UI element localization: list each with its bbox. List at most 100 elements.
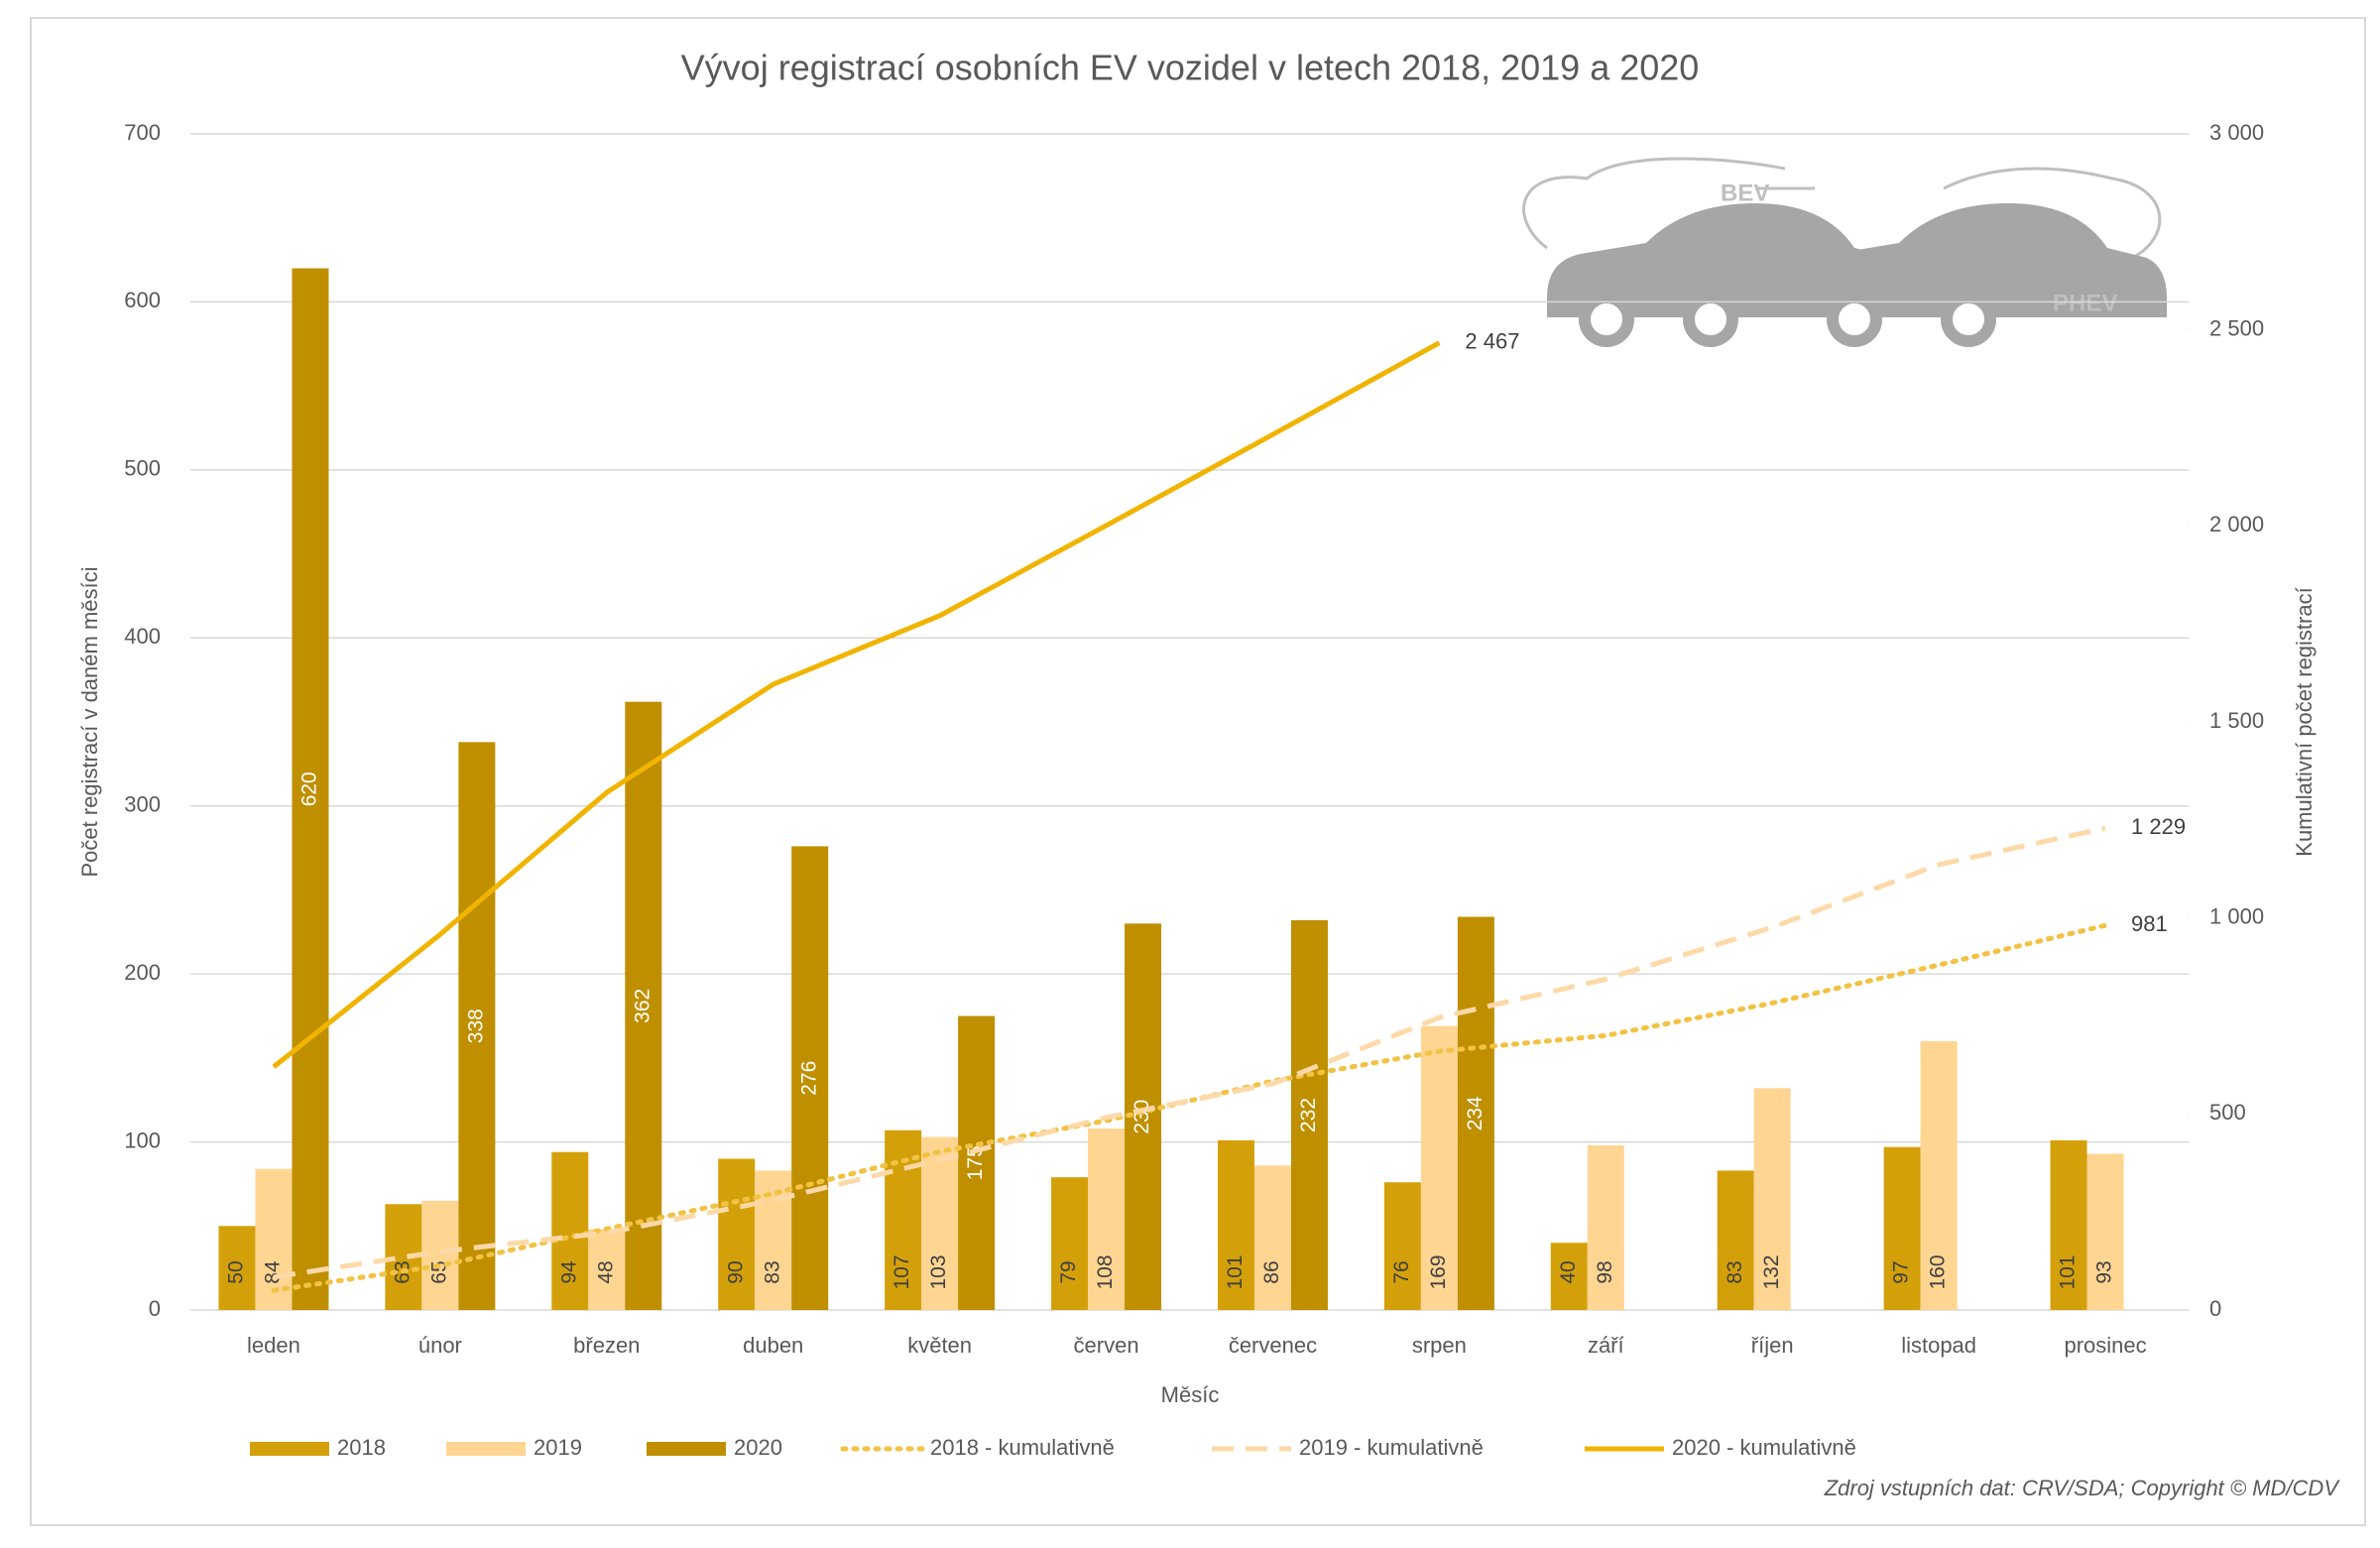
bar-value-label: 276 bbox=[797, 1061, 820, 1096]
bar bbox=[718, 1158, 756, 1310]
bar bbox=[1253, 1165, 1291, 1310]
bar bbox=[292, 268, 329, 1310]
bar-value-label: 98 bbox=[1594, 1260, 1616, 1283]
y2-tick-label: 3 000 bbox=[2209, 120, 2264, 145]
x-axis-title: Měsíc bbox=[1161, 1382, 1220, 1407]
line-end-label: 2 467 bbox=[1465, 329, 1519, 354]
bar-value-label: 338 bbox=[464, 1009, 487, 1043]
bar bbox=[1717, 1170, 1754, 1310]
icon-label: BEV bbox=[1721, 179, 1769, 206]
bar-value-label: 79 bbox=[1057, 1260, 1080, 1283]
bar bbox=[1457, 916, 1494, 1310]
bar-value-label: 175 bbox=[964, 1145, 987, 1180]
bar bbox=[1217, 1139, 1254, 1310]
legend-label: 2019 - kumulativně bbox=[1299, 1435, 1484, 1460]
legend-swatch bbox=[446, 1442, 526, 1456]
y-tick-label: 200 bbox=[124, 960, 161, 985]
bar-value-label: 97 bbox=[1890, 1260, 1913, 1283]
bar-value-label: 83 bbox=[1724, 1260, 1746, 1283]
bar bbox=[1753, 1088, 1791, 1310]
bar bbox=[1883, 1146, 1921, 1310]
x-tick-label: srpen bbox=[1412, 1333, 1467, 1358]
x-tick-label: duben bbox=[743, 1333, 803, 1358]
x-tick-label: říjen bbox=[1751, 1333, 1794, 1358]
bar bbox=[1550, 1243, 1588, 1310]
bar-value-label: 90 bbox=[724, 1260, 747, 1283]
bar-value-label: 103 bbox=[927, 1254, 950, 1289]
y2-tick-label: 500 bbox=[2209, 1100, 2246, 1125]
bar-value-label: 50 bbox=[225, 1260, 248, 1283]
bar bbox=[1420, 1025, 1458, 1310]
bar-value-label: 94 bbox=[557, 1260, 580, 1284]
y2-tick-label: 1 500 bbox=[2209, 708, 2264, 733]
bar bbox=[1383, 1182, 1421, 1310]
bar bbox=[2050, 1139, 2087, 1310]
bar bbox=[1587, 1144, 1624, 1310]
bar bbox=[551, 1151, 589, 1310]
bar-value-label: 230 bbox=[1130, 1100, 1153, 1134]
cumulative-line bbox=[272, 340, 1441, 1069]
bar-value-label: 76 bbox=[1390, 1260, 1413, 1283]
bar bbox=[1051, 1177, 1089, 1310]
chart-title: Vývoj registrací osobních EV vozidel v l… bbox=[681, 48, 1700, 88]
y-tick-label: 500 bbox=[124, 456, 161, 481]
x-tick-label: březen bbox=[573, 1333, 640, 1358]
y-axis-title: Počet registrací v daném měsíci bbox=[77, 566, 102, 877]
legend-swatch bbox=[647, 1442, 726, 1456]
bar-value-label: 101 bbox=[2057, 1254, 2080, 1289]
bar bbox=[921, 1136, 959, 1310]
bar-value-label: 48 bbox=[594, 1260, 617, 1283]
bar bbox=[2086, 1153, 2124, 1310]
bar-value-label: 101 bbox=[1224, 1254, 1247, 1289]
bar-value-label: 362 bbox=[631, 989, 654, 1023]
legend-label: 2018 bbox=[337, 1435, 386, 1460]
bar bbox=[1088, 1129, 1126, 1310]
bar bbox=[958, 1015, 996, 1310]
x-tick-label: září bbox=[1588, 1333, 1624, 1358]
bar bbox=[218, 1226, 256, 1310]
y-tick-label: 700 bbox=[124, 120, 161, 145]
y-tick-label: 0 bbox=[149, 1296, 161, 1321]
y-tick-label: 300 bbox=[124, 792, 161, 817]
car-icons bbox=[1522, 157, 2167, 347]
y2-tick-label: 0 bbox=[2209, 1296, 2221, 1321]
y2-axis-title: Kumulativní počet registrací bbox=[2292, 587, 2317, 856]
x-tick-label: květen bbox=[907, 1333, 972, 1358]
bar bbox=[588, 1229, 626, 1310]
y-tick-label: 100 bbox=[124, 1128, 161, 1152]
bar-value-label: 107 bbox=[891, 1254, 913, 1289]
x-tick-label: prosinec bbox=[2064, 1333, 2146, 1358]
icon-label: PHEV bbox=[2053, 290, 2117, 316]
y-tick-label: 600 bbox=[124, 288, 161, 312]
legend-label: 2020 bbox=[734, 1435, 782, 1460]
bar bbox=[1290, 919, 1328, 1310]
bar bbox=[791, 846, 829, 1310]
legend-label: 2018 - kumulativně bbox=[930, 1435, 1115, 1460]
line-end-label: 981 bbox=[2131, 911, 2168, 936]
bar bbox=[1920, 1040, 1958, 1310]
line-end-label: 1 229 bbox=[2131, 814, 2186, 839]
bar bbox=[625, 701, 662, 1310]
bar-value-label: 83 bbox=[761, 1260, 783, 1283]
bar-value-label: 232 bbox=[1297, 1098, 1320, 1132]
bar-value-label: 93 bbox=[2093, 1260, 2116, 1283]
legend-label: 2019 bbox=[534, 1435, 582, 1460]
y-tick-label: 400 bbox=[124, 624, 161, 649]
bar-value-label: 84 bbox=[262, 1260, 285, 1284]
x-tick-label: únor bbox=[418, 1333, 462, 1358]
y2-tick-label: 2 500 bbox=[2209, 315, 2264, 340]
y2-tick-label: 2 000 bbox=[2209, 512, 2264, 536]
y2-tick-label: 1 000 bbox=[2209, 903, 2264, 928]
x-tick-label: listopad bbox=[1901, 1333, 1976, 1358]
bar bbox=[755, 1170, 792, 1310]
bar-value-label: 234 bbox=[1464, 1096, 1487, 1131]
cumulative-line bbox=[273, 825, 2106, 1280]
bar-value-label: 108 bbox=[1094, 1254, 1117, 1289]
legend-label: 2020 - kumulativně bbox=[1672, 1435, 1856, 1460]
bar bbox=[458, 742, 496, 1310]
bar-value-label: 160 bbox=[1927, 1254, 1950, 1289]
x-tick-label: leden bbox=[247, 1333, 300, 1358]
bar-value-label: 86 bbox=[1260, 1260, 1283, 1283]
